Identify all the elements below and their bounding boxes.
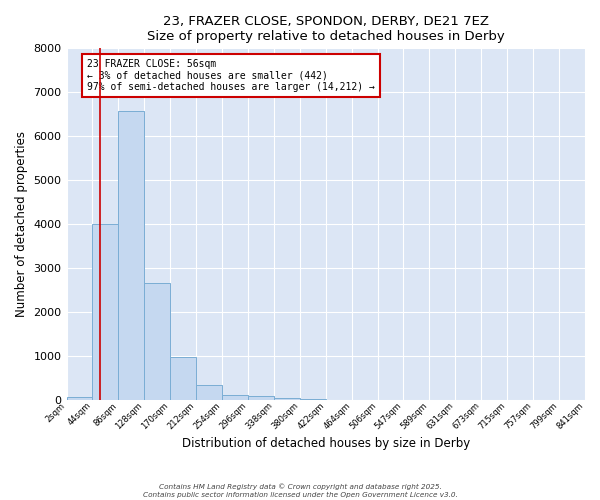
Bar [196,385,222,400]
Text: 23 FRAZER CLOSE: 56sqm
← 3% of detached houses are smaller (442)
97% of semi-det: 23 FRAZER CLOSE: 56sqm ← 3% of detached … [87,59,375,92]
Text: Contains HM Land Registry data © Crown copyright and database right 2025.
Contai: Contains HM Land Registry data © Crown c… [143,484,457,498]
Bar [170,357,196,400]
Bar [67,397,92,400]
Title: 23, FRAZER CLOSE, SPONDON, DERBY, DE21 7EZ
Size of property relative to detached: 23, FRAZER CLOSE, SPONDON, DERBY, DE21 7… [147,15,505,43]
Bar [274,398,300,400]
Y-axis label: Number of detached properties: Number of detached properties [15,131,28,317]
Bar [92,224,118,400]
X-axis label: Distribution of detached houses by size in Derby: Distribution of detached houses by size … [182,437,470,450]
Bar [118,110,145,400]
Bar [222,395,248,400]
Bar [145,284,170,400]
Bar [248,396,274,400]
